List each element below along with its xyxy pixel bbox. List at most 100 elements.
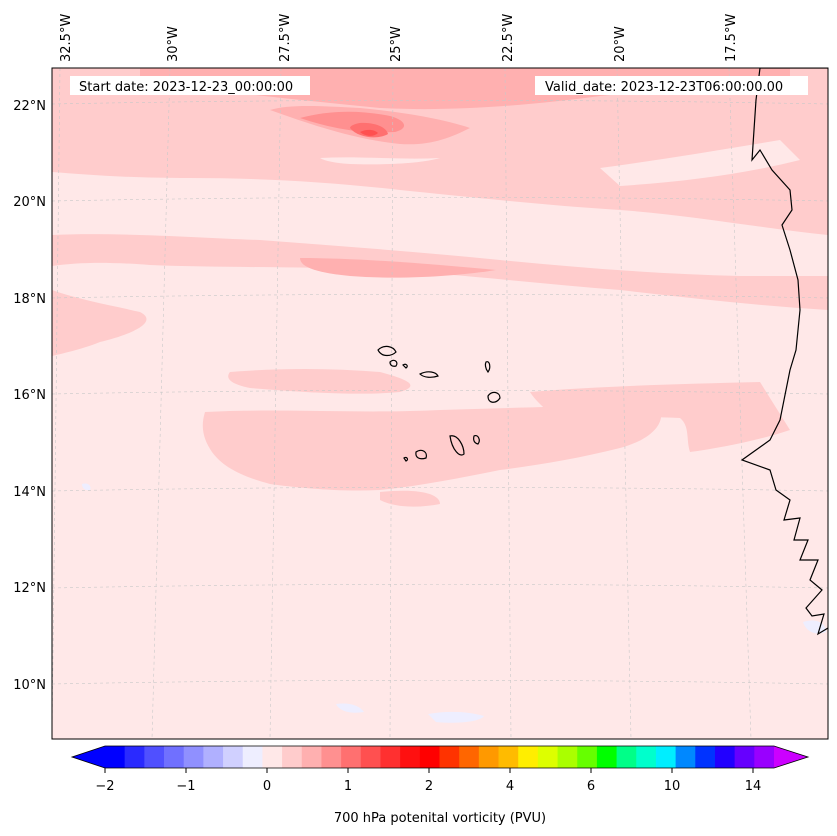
colorbar-cell bbox=[360, 746, 381, 768]
colorbar-cell bbox=[321, 746, 342, 768]
colorbar-tick-label: 10 bbox=[664, 779, 681, 794]
island-fogo bbox=[415, 449, 427, 460]
colorbar-tick-label: 14 bbox=[745, 779, 762, 794]
colorbar-cell bbox=[144, 746, 165, 768]
island-santiago bbox=[449, 435, 465, 456]
colorbar-cell bbox=[400, 746, 421, 768]
lon-label: 25°W bbox=[389, 26, 404, 62]
colorbar-label: 700 hPa potenital vorticity (PVU) bbox=[334, 811, 546, 826]
lat-label: 20°N bbox=[13, 195, 46, 210]
pv-white-strip-3 bbox=[190, 195, 740, 239]
pv-band-west-light bbox=[52, 290, 147, 356]
island-maio bbox=[473, 435, 480, 445]
colorbar-cell bbox=[675, 746, 696, 768]
lon-label: 32.5°W bbox=[59, 14, 74, 62]
colorbar-cell bbox=[695, 746, 716, 768]
pv-low-patch-2 bbox=[336, 703, 364, 713]
colorbar-cell bbox=[557, 746, 578, 768]
island-sao-vicente bbox=[389, 359, 398, 367]
colorbar-tick-label: −2 bbox=[95, 779, 114, 794]
valid-date-label: Valid_date: 2023-12-23T06:00:00.00 bbox=[545, 80, 783, 95]
pv-band-south-2 bbox=[202, 406, 662, 491]
colorbar-cell bbox=[714, 746, 736, 768]
africa-coastline bbox=[740, 68, 828, 636]
start-date-label: Start date: 2023-12-23_00:00:00 bbox=[79, 80, 293, 95]
colorbar-cells bbox=[105, 746, 775, 768]
colorbar-cell bbox=[537, 746, 558, 768]
colorbar-cell bbox=[498, 746, 519, 768]
colorbar-tick-label: −1 bbox=[176, 779, 195, 794]
pv-low-patch-1 bbox=[428, 711, 484, 723]
pv-low-patch-4 bbox=[803, 620, 826, 634]
lon-label: 20°W bbox=[613, 26, 628, 62]
colorbar-cell bbox=[518, 746, 539, 768]
colorbar-extend-low bbox=[72, 746, 105, 768]
colorbar-cell bbox=[341, 746, 362, 768]
colorbar-cell bbox=[105, 746, 126, 768]
island-santa-luzia bbox=[402, 363, 408, 369]
latitude-labels: 22°N 20°N 18°N 16°N 14°N 12°N 10°N bbox=[13, 99, 46, 693]
lon-label: 30°W bbox=[166, 26, 181, 62]
colorbar-cell bbox=[655, 746, 677, 768]
pv-white-strip-1 bbox=[320, 157, 440, 165]
colorbar-cell bbox=[596, 746, 617, 768]
date-info-bar: Start date: 2023-12-23_00:00:00 Valid_da… bbox=[70, 76, 808, 95]
lat-label: 18°N bbox=[13, 292, 46, 307]
colorbar-tick-label: 1 bbox=[344, 779, 352, 794]
colorbar-cell bbox=[754, 746, 775, 768]
island-boa-vista bbox=[487, 391, 501, 403]
colorbar-cell bbox=[380, 746, 401, 768]
longitude-labels: 32.5°W 30°W 27.5°W 25°W 22.5°W 20°W 17.5… bbox=[59, 14, 739, 62]
map-frame bbox=[51, 67, 829, 740]
island-sao-nicolau bbox=[418, 371, 439, 378]
pv-band-north-light bbox=[52, 68, 828, 235]
colorbar-cell bbox=[734, 746, 755, 768]
colorbar-cell bbox=[183, 746, 204, 768]
colorbar-cell bbox=[301, 746, 322, 768]
pv-low-patch-3 bbox=[82, 483, 91, 491]
colorbar: −2 −1 0 1 2 4 6 10 14 700 hPa potenital … bbox=[70, 745, 810, 826]
pv-band-south-1 bbox=[228, 369, 411, 394]
colorbar-cell bbox=[124, 746, 145, 768]
map-panel: Start date: 2023-12-23_00:00:00 Valid_da… bbox=[52, 68, 828, 739]
colorbar-cell bbox=[439, 746, 460, 768]
colorbar-cell bbox=[459, 746, 480, 768]
lat-label: 16°N bbox=[13, 388, 46, 403]
colorbar-cell bbox=[164, 746, 185, 768]
lat-label: 10°N bbox=[13, 678, 46, 693]
lon-label: 17.5°W bbox=[724, 14, 739, 62]
colorbar-cell bbox=[616, 746, 637, 768]
colorbar-tick-label: 0 bbox=[263, 779, 271, 794]
colorbar-cell bbox=[262, 746, 283, 768]
pv-band-south-3 bbox=[530, 382, 790, 452]
colorbar-cell bbox=[478, 746, 499, 768]
island-sal bbox=[484, 361, 491, 374]
pv-band-south-4 bbox=[380, 490, 440, 507]
pv-band-mid-dark bbox=[300, 258, 496, 278]
island-santo-antao bbox=[377, 345, 397, 357]
valid-date-box bbox=[535, 76, 808, 95]
lat-label: 12°N bbox=[13, 581, 46, 596]
pv-maximum-core bbox=[360, 129, 378, 136]
colorbar-cell bbox=[203, 746, 224, 768]
colorbar-tick-label: 2 bbox=[425, 779, 433, 794]
island-brava bbox=[403, 456, 409, 462]
colorbar-cell bbox=[242, 746, 263, 768]
lat-label: 22°N bbox=[13, 99, 46, 114]
colorbar-extend-high bbox=[774, 746, 808, 768]
colorbar-cell bbox=[223, 746, 244, 768]
colorbar-cell bbox=[636, 746, 657, 768]
colorbar-tick-label: 6 bbox=[587, 779, 595, 794]
lon-label: 27.5°W bbox=[278, 14, 293, 62]
lon-label: 22.5°W bbox=[501, 14, 516, 62]
pv-white-strip-2 bbox=[600, 140, 800, 186]
start-date-box bbox=[70, 76, 310, 95]
colorbar-cell bbox=[282, 746, 303, 768]
lat-label: 14°N bbox=[13, 485, 46, 500]
colorbar-cell bbox=[419, 746, 440, 768]
colorbar-tick-labels: −2 −1 0 1 2 4 6 10 14 bbox=[95, 779, 761, 794]
coastlines bbox=[377, 68, 828, 636]
colorbar-tick-label: 4 bbox=[506, 779, 514, 794]
colorbar-cell bbox=[577, 746, 598, 768]
